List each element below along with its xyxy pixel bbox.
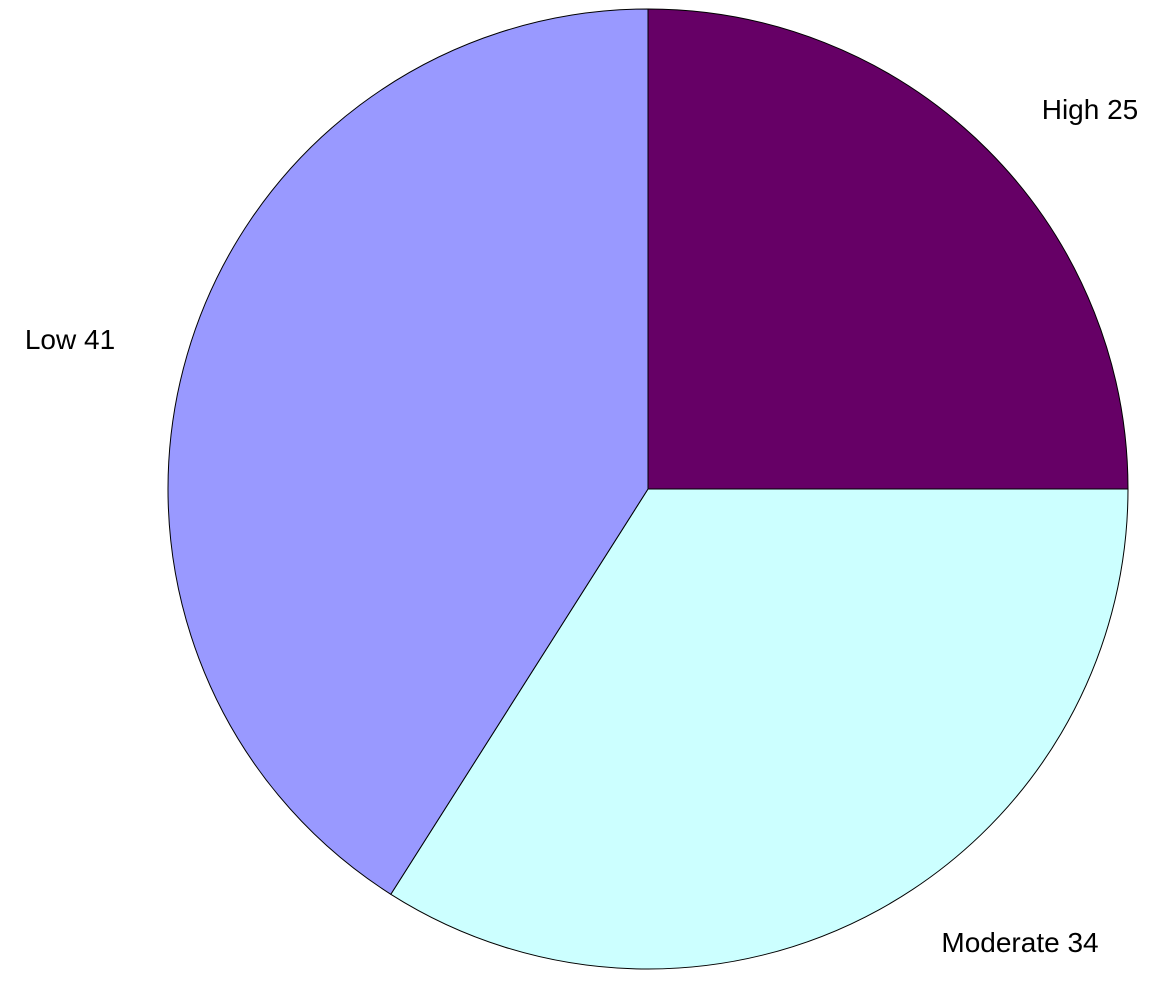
label-category: Low xyxy=(25,324,77,355)
data-label: High 25 xyxy=(1042,94,1139,125)
label-value: 41 xyxy=(84,324,115,355)
pie-slice xyxy=(390,488,1129,970)
label-category: Moderate xyxy=(941,927,1059,958)
data-label: Moderate 34 xyxy=(941,927,1098,958)
label-value: 25 xyxy=(1107,94,1138,125)
pie-slice xyxy=(167,8,649,895)
label-category: High xyxy=(1042,94,1100,125)
pie-slice xyxy=(647,8,1129,490)
label-value: 34 xyxy=(1067,927,1098,958)
data-label: Low 41 xyxy=(25,324,115,355)
